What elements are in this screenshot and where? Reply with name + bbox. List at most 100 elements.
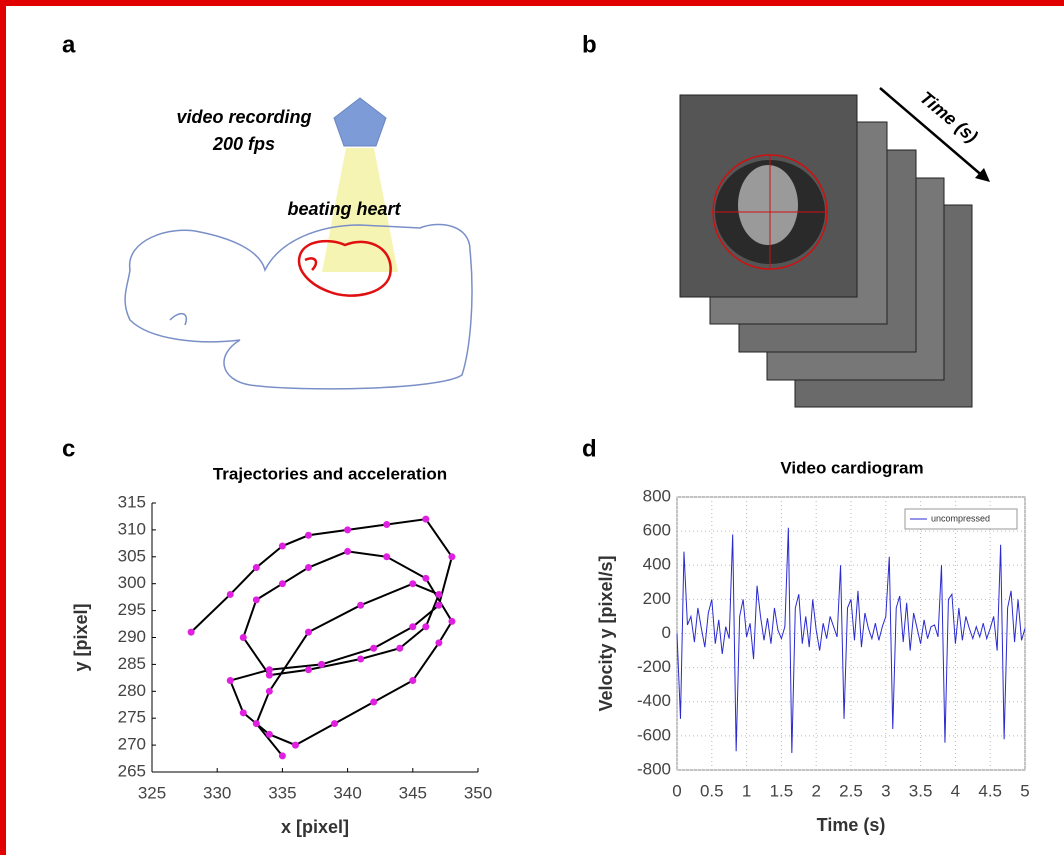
trajectory-point: [409, 580, 417, 588]
y-tick-label: 300: [118, 573, 146, 592]
data-line: [676, 527, 1026, 753]
x-tick-label: 1: [742, 781, 751, 800]
trajectory-point: [304, 564, 312, 572]
trajectory-point: [344, 547, 352, 555]
trajectory-point: [435, 639, 443, 647]
chart-title: Trajectories and acceleration: [213, 464, 447, 483]
trajectory-point: [383, 521, 391, 529]
trajectory-point: [278, 580, 286, 588]
trajectory-point: [409, 623, 417, 631]
trajectory-point: [239, 709, 247, 717]
y-axis-label: Velocity y [pixel/s]: [596, 555, 616, 711]
frame-top: [0, 0, 1064, 6]
trajectory-point: [252, 564, 260, 572]
trajectory-point: [435, 601, 443, 609]
y-tick-label: 275: [118, 708, 146, 727]
y-tick-label: 295: [118, 600, 146, 619]
y-tick-label: 600: [643, 521, 671, 540]
trajectory-point: [265, 666, 273, 674]
trajectory-point: [304, 628, 312, 636]
x-tick-label: 1.5: [770, 781, 794, 800]
y-tick-label: 280: [118, 681, 146, 700]
x-tick-label: 325: [138, 783, 166, 802]
trajectory-point: [331, 720, 339, 728]
y-tick-label: -600: [637, 725, 671, 744]
y-tick-label: 800: [643, 486, 671, 505]
trajectory-point: [448, 553, 456, 561]
trajectory-point: [357, 655, 365, 663]
x-tick-label: 330: [203, 783, 231, 802]
x-tick-label: 345: [399, 783, 427, 802]
y-tick-label: 290: [118, 627, 146, 646]
legend-label: uncompressed: [931, 513, 990, 523]
x-tick-label: 5: [1020, 781, 1029, 800]
data-line: [190, 518, 454, 757]
trajectory-point: [278, 752, 286, 760]
x-tick-label: 4.5: [978, 781, 1002, 800]
trajectory-point: [187, 628, 195, 636]
trajectory-point: [252, 596, 260, 604]
x-tick-label: 340: [333, 783, 361, 802]
y-tick-label: 265: [118, 761, 146, 780]
y-tick-label: -800: [637, 759, 671, 778]
legend-box: [904, 508, 1018, 530]
y-axis-label: y [pixel]: [71, 603, 91, 671]
x-axis-label: x [pixel]: [281, 817, 349, 837]
x-axis-label: Time (s): [817, 815, 886, 835]
trajectory-point: [409, 677, 417, 685]
chart-title: Video cardiogram: [780, 458, 923, 477]
y-tick-label: 285: [118, 654, 146, 673]
trajectory-point: [318, 660, 326, 668]
trajectory-point: [435, 590, 443, 598]
trajectory-point: [370, 644, 378, 652]
illustration-b: Time (s): [679, 87, 990, 408]
trajectory-point: [291, 741, 299, 749]
trajectory-point: [278, 542, 286, 550]
trajectory-point: [370, 698, 378, 706]
y-tick-label: -200: [637, 657, 671, 676]
x-tick-label: 2.5: [839, 781, 863, 800]
y-tick-label: 0: [662, 623, 671, 642]
x-tick-label: 335: [268, 783, 296, 802]
y-tick-label: 315: [118, 492, 146, 511]
y-tick-label: 305: [118, 546, 146, 565]
trajectory-point: [304, 531, 312, 539]
y-tick-label: 310: [118, 519, 146, 538]
panel-label: b: [582, 31, 597, 58]
trajectory-point: [252, 720, 260, 728]
rate-text: 200 fps: [212, 134, 275, 154]
y-tick-label: 200: [643, 589, 671, 608]
x-tick-label: 3.5: [909, 781, 933, 800]
trajectory-point: [226, 590, 234, 598]
x-tick-label: 3: [881, 781, 890, 800]
trajectory-point: [265, 730, 273, 738]
time-arrow-text: Time (s): [916, 87, 981, 146]
y-tick-label: 400: [643, 555, 671, 574]
panel-label: c: [62, 435, 75, 462]
trajectory-point: [357, 601, 365, 609]
target-text: beating heart: [287, 199, 401, 219]
trajectory-point: [422, 515, 430, 523]
frame-left: [0, 0, 6, 855]
camera-text: video recording: [176, 107, 311, 127]
x-tick-label: 350: [464, 783, 492, 802]
y-tick-label: -400: [637, 691, 671, 710]
x-tick-label: 2: [811, 781, 820, 800]
panel-label: d: [582, 435, 597, 462]
trajectory-point: [239, 634, 247, 641]
x-tick-label: 0.5: [700, 781, 724, 800]
panel-label: a: [62, 31, 76, 58]
trajectory-point: [265, 687, 273, 695]
trajectory-point: [383, 553, 391, 561]
trajectory-point: [265, 671, 273, 679]
x-tick-label: 0: [672, 781, 681, 800]
trajectory-point: [226, 677, 234, 685]
trajectory-point: [422, 574, 430, 582]
trajectory-point: [422, 623, 430, 631]
trajectory-point: [448, 617, 456, 625]
y-tick-label: 270: [118, 735, 146, 754]
illustration-a: video recording 200 fps beating heart: [124, 97, 473, 390]
trajectory-point: [396, 644, 404, 652]
x-tick-label: 4: [951, 781, 960, 800]
